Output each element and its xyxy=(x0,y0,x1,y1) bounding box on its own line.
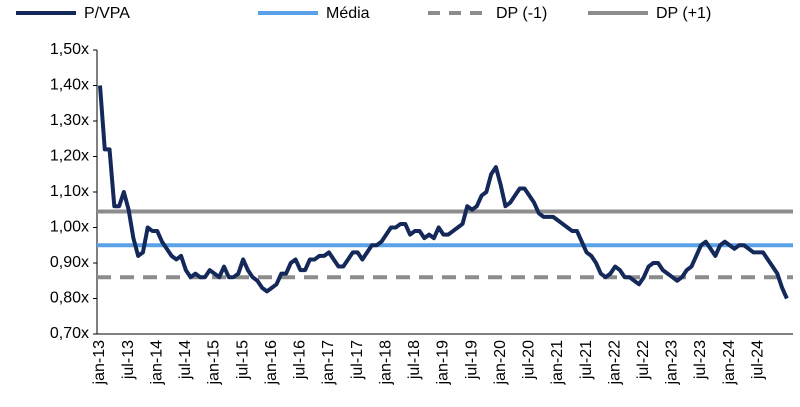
x-tick-label: jul-17 xyxy=(349,340,366,380)
x-tick-label: jul-24 xyxy=(749,340,766,380)
x-tick-label: jan-16 xyxy=(263,340,280,386)
x-tick-label: jan-15 xyxy=(206,340,223,386)
x-tick-label: jan-22 xyxy=(606,340,623,386)
y-tick-label: 1,50x xyxy=(50,41,89,58)
y-tick-label: 1,00x xyxy=(50,219,89,236)
x-tick-label: jul-18 xyxy=(406,340,423,380)
y-tick-label: 0,90x xyxy=(50,254,89,271)
x-tick-label: jul-21 xyxy=(578,340,595,380)
x-tick-label: jan-24 xyxy=(721,340,738,386)
x-tick-label: jul-15 xyxy=(234,340,251,380)
x-tick-label: jul-13 xyxy=(120,340,137,380)
legend-label: Média xyxy=(326,5,370,22)
x-tick-label: jul-16 xyxy=(292,340,309,380)
x-tick-label: jul-22 xyxy=(635,340,652,380)
x-tick-label: jan-14 xyxy=(148,340,165,386)
x-tick-label: jan-17 xyxy=(320,340,337,386)
x-tick-label: jan-18 xyxy=(377,340,394,386)
y-tick-label: 1,10x xyxy=(50,183,89,200)
x-tick-label: jul-19 xyxy=(463,340,480,380)
legend-label: DP (-1) xyxy=(496,5,547,22)
x-tick-label: jan-20 xyxy=(492,340,509,386)
y-tick-label: 1,40x xyxy=(50,77,89,94)
y-tick-label: 0,80x xyxy=(50,290,89,307)
legend-label: DP (+1) xyxy=(656,5,711,22)
legend-label: P/VPA xyxy=(84,5,130,22)
x-tick-label: jul-20 xyxy=(521,340,538,380)
x-tick-label: jan-23 xyxy=(664,340,681,386)
y-tick-label: 0,70x xyxy=(50,325,89,342)
x-tick-label: jul-23 xyxy=(692,340,709,380)
y-tick-label: 1,20x xyxy=(50,148,89,165)
x-tick-label: jan-19 xyxy=(435,340,452,386)
x-tick-label: jul-14 xyxy=(177,340,194,380)
x-tick-label: jan-13 xyxy=(91,340,108,386)
data-line xyxy=(98,85,789,300)
y-tick-label: 1,30x xyxy=(50,112,89,129)
x-tick-label: jan-21 xyxy=(549,340,566,386)
